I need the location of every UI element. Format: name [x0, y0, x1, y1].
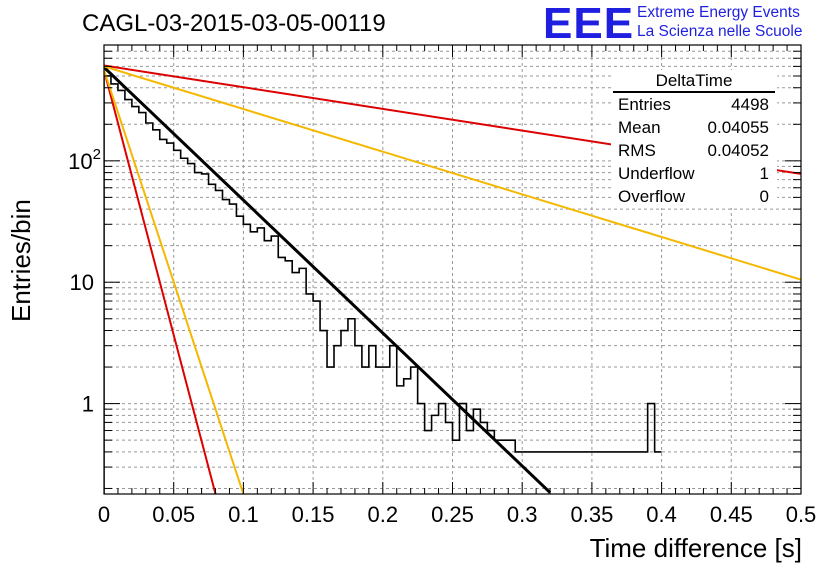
stats-title: DeltaTime — [613, 70, 775, 93]
x-tick-label: 0.25 — [431, 502, 474, 527]
stats-value: 1 — [759, 164, 769, 183]
logo-line-1: Extreme Energy Events — [637, 4, 800, 21]
x-tick-label: 0.45 — [710, 502, 753, 527]
eee-logo-text: Extreme Energy Events La Scienza nelle S… — [637, 3, 802, 41]
x-tick-label: 0.15 — [292, 502, 335, 527]
y-tick-exponent: 2 — [93, 146, 101, 163]
stats-row-mean: Mean 0.04055 — [611, 116, 777, 139]
x-tick-label: 0.05 — [152, 502, 195, 527]
eee-logo: EEE — [543, 0, 635, 48]
stats-label: Overflow — [618, 187, 686, 206]
y-tick-label: 1 — [82, 392, 94, 417]
x-tick-label: 0.1 — [228, 502, 259, 527]
stats-label: Underflow — [618, 164, 695, 183]
yellow-curve-slow — [104, 65, 801, 281]
x-tick-label: 0.3 — [507, 502, 538, 527]
yellow-curve-fast — [104, 69, 245, 494]
stats-row-rms: RMS 0.04052 — [611, 139, 777, 162]
chart-title: CAGL-03-2015-03-05-00119 — [82, 10, 386, 37]
y-tick-base: 10 — [68, 149, 92, 174]
fit-line — [104, 66, 552, 494]
stats-box: DeltaTime Entries 4498 Mean 0.04055 RMS … — [611, 70, 777, 208]
x-tick-label: 0.4 — [646, 502, 677, 527]
stats-value: 0 — [759, 187, 769, 206]
y-axis-label-wrap: Entries/bin — [6, 182, 36, 322]
x-tick-label: 0.5 — [786, 502, 817, 527]
stats-value: 0.04052 — [707, 141, 769, 160]
stats-row-entries: Entries 4498 — [611, 93, 777, 116]
y-tick-label: 102 — [68, 146, 101, 174]
stats-value: 0.04055 — [707, 118, 769, 137]
x-tick-label: 0.2 — [368, 502, 399, 527]
stats-row-underflow: Underflow 1 — [611, 162, 777, 185]
stats-value: 4498 — [731, 95, 769, 114]
y-axis-label: Entries/bin — [6, 199, 36, 322]
stats-label: RMS — [618, 141, 656, 160]
stats-row-overflow: Overflow 0 — [611, 185, 777, 208]
red-curve-fast — [104, 69, 217, 494]
y-tick-label: 10 — [70, 270, 94, 295]
stats-label: Entries — [618, 95, 671, 114]
logo-line-2: La Scienza nelle Scuole — [637, 23, 803, 40]
x-tick-label: 0.35 — [570, 502, 613, 527]
stats-label: Mean — [618, 118, 661, 137]
x-axis-label: Time difference [s] — [589, 533, 802, 563]
x-tick-label: 0 — [98, 502, 110, 527]
histogram-series — [104, 75, 662, 494]
